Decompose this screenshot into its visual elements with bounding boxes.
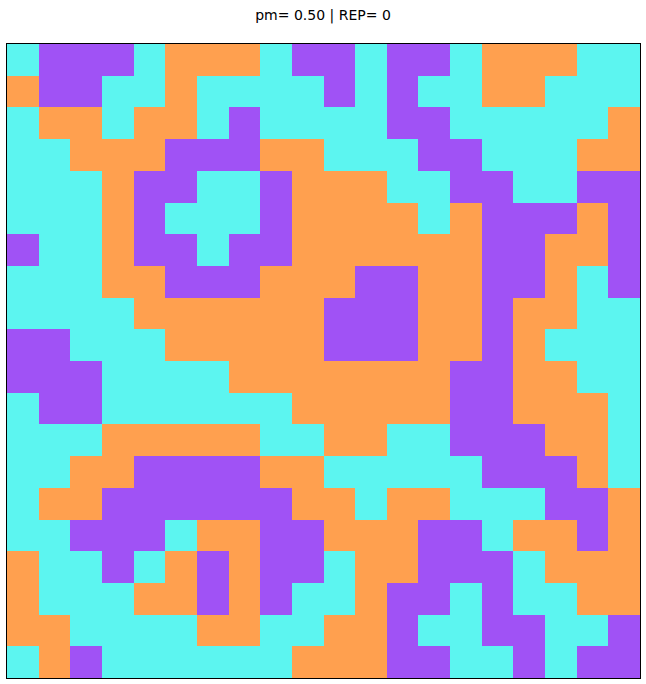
svg-text:pm= 0.50 | REP= 0: pm= 0.50 | REP= 0	[255, 7, 391, 24]
